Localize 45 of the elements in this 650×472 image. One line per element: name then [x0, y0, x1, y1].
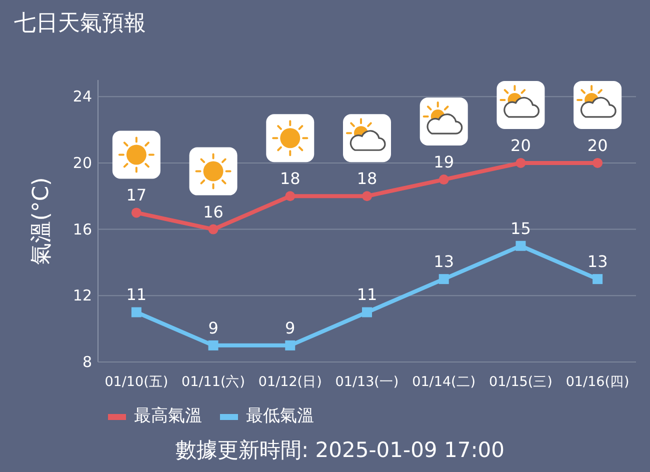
data-label: 18	[280, 169, 300, 188]
point	[516, 240, 526, 251]
x-tick-label: 01/10(五)	[104, 374, 168, 390]
point	[438, 274, 449, 284]
data-label: 18	[356, 169, 378, 188]
data-label: 11	[126, 285, 147, 304]
x-tick-label: 01/14(二)	[412, 374, 476, 390]
y-tick-label: 12	[72, 286, 92, 305]
point	[592, 274, 603, 284]
data-label: 16	[203, 202, 224, 222]
x-tick-label: 01/16(四)	[566, 374, 630, 390]
point	[208, 340, 218, 350]
data-label: 15	[510, 218, 531, 238]
point	[208, 224, 218, 234]
chart-title: 七日天氣預報	[14, 11, 146, 36]
text: 數據更新時間: 2025-01-09 17:00	[176, 438, 504, 462]
data-label: 19	[434, 152, 454, 172]
point	[362, 307, 372, 318]
data-label: 11	[356, 285, 378, 304]
data-label: 20	[510, 136, 531, 155]
data-label: 13	[434, 252, 454, 272]
y-axis-title: 氣溫(°C)	[29, 177, 54, 265]
data-label: 17	[126, 186, 147, 205]
point	[362, 191, 372, 202]
y-tick-label: 8	[82, 353, 92, 371]
x-tick-label: 01/13(一)	[335, 374, 399, 390]
legend-label: 最高氣溫	[134, 406, 202, 426]
x-tick-label: 01/12(日)	[258, 374, 322, 390]
x-tick-label: 01/15(三)	[488, 374, 552, 390]
point	[516, 158, 526, 168]
point	[285, 340, 296, 350]
point	[592, 158, 603, 168]
y-tick-label: 24	[72, 88, 92, 106]
data-label: 13	[587, 252, 608, 272]
x-tick-label: 01/11(六)	[182, 374, 246, 390]
y-tick-label: 20	[72, 154, 92, 172]
data-label: 9	[208, 318, 218, 338]
data-label: 9	[285, 318, 296, 338]
y-tick-label: 16	[72, 220, 92, 238]
point	[285, 191, 296, 202]
data-label: 20	[587, 136, 608, 155]
point	[438, 174, 449, 185]
point	[131, 208, 142, 218]
point	[131, 307, 142, 318]
legend-label: 最低氣溫	[246, 406, 314, 426]
